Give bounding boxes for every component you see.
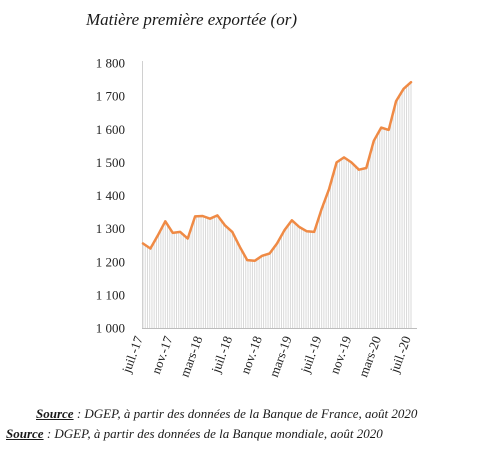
data-point	[343, 156, 345, 159]
y-tick-label: 1 300	[96, 221, 125, 236]
data-point	[238, 245, 241, 248]
data-point	[313, 231, 316, 233]
y-tick-label: 1 200	[96, 254, 125, 269]
data-point	[276, 242, 278, 245]
source-label: Source	[36, 406, 74, 421]
y-tick-label: 1 400	[96, 188, 125, 203]
axes	[142, 61, 417, 329]
y-tick-labels: 1 000 1 100 1 200 1 300 1 400 1 500 1 600 1 700…	[96, 56, 125, 336]
x-tick-label: mars-20	[355, 334, 384, 379]
data-point	[335, 161, 338, 164]
data-point	[387, 129, 390, 131]
y-tick-label: 1 800	[96, 56, 125, 71]
source-label: Source	[6, 426, 44, 441]
data-point	[194, 215, 197, 218]
data-point	[372, 139, 375, 142]
data-point	[156, 234, 159, 237]
data-point	[209, 217, 211, 220]
x-tick-label: mars-18	[177, 334, 206, 379]
source-note-1: Source : DGEP, à partir des données de l…	[36, 406, 417, 422]
data-point	[320, 207, 323, 210]
data-point	[357, 168, 360, 171]
y-tick-label: 1 700	[96, 89, 125, 104]
x-tick-label: nov.-17	[148, 333, 176, 375]
source-text: : DGEP, à partir des données de la Banqu…	[73, 406, 418, 421]
data-point	[179, 231, 182, 233]
x-tick-label: mars-19	[266, 334, 295, 379]
y-tick-label: 1 500	[96, 155, 125, 170]
data-point	[283, 229, 286, 232]
y-tick-label: 1 000	[96, 321, 125, 336]
data-point	[216, 214, 219, 217]
data-point	[410, 81, 412, 84]
x-tick-label: nov.-18	[237, 334, 265, 376]
data-point	[253, 259, 256, 262]
y-tick-label: 1 100	[96, 287, 125, 302]
x-tick-label: juil.-17	[118, 333, 146, 375]
data-point	[290, 219, 293, 222]
x-tick-labels: juil.-17 nov.-17 mars-18 juil.-18 nov.-18 mar…	[118, 333, 413, 379]
y-tick-label: 1 600	[96, 122, 125, 137]
data-point	[164, 220, 167, 223]
data-point	[298, 226, 301, 228]
chart-title: Matière première exportée (or)	[86, 10, 297, 29]
data-point	[328, 187, 331, 190]
source-note-2: Source : DGEP, à partir des données de l…	[6, 426, 383, 442]
data-point	[380, 126, 383, 129]
x-tick-label: juil.-19	[297, 334, 324, 376]
data-point	[402, 87, 405, 90]
data-point	[223, 224, 226, 227]
data-point	[268, 252, 271, 255]
x-tick-label: juil.-18	[208, 334, 235, 376]
data-point	[395, 100, 398, 102]
data-point	[142, 242, 144, 245]
data-point	[261, 254, 264, 257]
x-tick-label: nov.-19	[327, 334, 355, 376]
x-tick-label: juil.-20	[386, 334, 413, 376]
data-point	[171, 232, 174, 234]
data-point	[186, 237, 189, 240]
data-point	[231, 231, 234, 233]
data-point	[201, 215, 204, 217]
chart-plot: 1 000 1 100 1 200 1 300 1 400 1 500 1 600 1 700…	[96, 56, 417, 379]
area-fill-layer	[142, 82, 412, 328]
data-point	[305, 230, 308, 233]
data-point	[350, 161, 353, 164]
source-text: : DGEP, à partir des données de la Banqu…	[43, 426, 383, 441]
data-point	[246, 259, 249, 261]
series-line-layer	[141, 80, 413, 263]
data-point	[365, 167, 368, 169]
data-point	[149, 247, 152, 250]
